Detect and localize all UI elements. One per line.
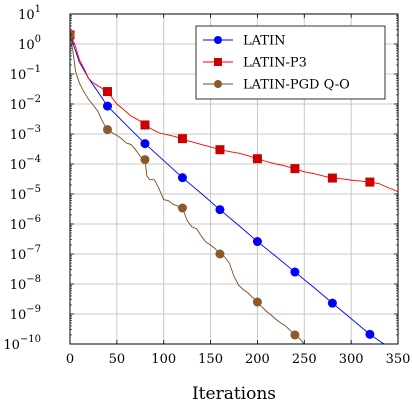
x-axis-title: Iterations: [192, 384, 276, 404]
legend-label: LATIN: [243, 34, 286, 49]
y-tick-labels: 10110010−110−210−310−410−510−610−710−810…: [3, 4, 41, 353]
plot-area: [70, 30, 398, 344]
legend-entry: LATIN-PGD Q-O: [203, 78, 350, 93]
legend-entry: LATIN-P3: [203, 56, 307, 71]
data-point: [215, 249, 225, 259]
y-tick-label: 100: [18, 34, 41, 53]
data-point: [215, 145, 225, 155]
x-tick-label: 150: [198, 352, 223, 367]
x-tick-labels: 0 50 100 150 200 250 300 350: [66, 352, 411, 367]
x-tick-label: 200: [245, 352, 270, 367]
y-tick-base: 10: [10, 98, 27, 113]
axis-ticks: [69, 13, 399, 345]
data-point: [177, 134, 187, 144]
x-tick-label: 0: [66, 352, 74, 367]
y-tick-label: 10−4: [10, 154, 41, 173]
y-tick-base: 10: [18, 8, 35, 23]
y-tick-exponent: −2: [26, 94, 41, 105]
x-tick-label: 250: [292, 352, 317, 367]
x-tick-label: 100: [151, 352, 176, 367]
data-point: [252, 154, 262, 164]
data-point: [70, 30, 75, 40]
legend-label: LATIN-P3: [243, 56, 307, 71]
data-point: [177, 203, 187, 213]
data-point: [102, 87, 112, 97]
data-point: [252, 237, 262, 247]
legend-marker: [214, 36, 222, 44]
y-tick-exponent: −6: [26, 214, 41, 225]
y-tick-label: 10−7: [10, 244, 41, 263]
data-point: [327, 298, 337, 308]
y-tick-exponent: −9: [26, 304, 41, 315]
y-tick-label: 10−1: [10, 64, 41, 83]
legend-label: LATIN-PGD Q-O: [243, 78, 350, 93]
y-tick-exponent: −8: [26, 274, 41, 285]
y-tick-base: 10: [10, 188, 27, 203]
y-tick-base: 10: [10, 248, 27, 263]
y-tick-label: 10−10: [3, 334, 41, 353]
x-tick-label: 300: [339, 352, 364, 367]
y-tick-exponent: 1: [35, 4, 41, 15]
x-tick-label: 350: [386, 352, 411, 367]
data-point: [365, 329, 375, 339]
series-latin-pgd-q-o: [70, 30, 305, 344]
legend-entry: LATIN: [203, 34, 286, 49]
legend-marker: [214, 58, 222, 66]
legend-marker: [214, 80, 222, 88]
data-point: [215, 205, 225, 215]
y-tick-label: 101: [18, 4, 41, 23]
y-tick-label: 10−5: [10, 184, 41, 203]
y-tick-exponent: −7: [26, 244, 41, 255]
y-tick-exponent: −3: [26, 124, 41, 135]
x-tick-label: 50: [109, 352, 126, 367]
plot-frame: [69, 13, 399, 345]
y-tick-base: 10: [10, 308, 27, 323]
data-point: [140, 120, 150, 130]
y-tick-exponent: 0: [35, 34, 41, 45]
legend-box: [195, 25, 386, 100]
y-tick-base: 10: [3, 338, 20, 353]
legend: LATIN LATIN-P3 LATIN-PGD Q-O: [195, 25, 386, 100]
data-point: [327, 173, 337, 183]
data-point: [102, 101, 112, 111]
y-tick-base: 10: [18, 38, 35, 53]
y-tick-base: 10: [10, 158, 27, 173]
data-point: [290, 164, 300, 174]
y-tick-base: 10: [10, 68, 27, 83]
y-tick-label: 10−8: [10, 274, 41, 293]
data-point: [177, 173, 187, 183]
y-tick-base: 10: [10, 278, 27, 293]
y-tick-exponent: −10: [20, 334, 41, 345]
y-tick-label: 10−9: [10, 304, 41, 323]
data-point: [252, 297, 262, 307]
data-point: [290, 330, 300, 340]
y-tick-exponent: −5: [26, 184, 41, 195]
series-latin-p3: [70, 30, 398, 193]
y-tick-label: 10−3: [10, 124, 41, 143]
y-tick-label: 10−6: [10, 214, 41, 233]
data-point: [290, 267, 300, 277]
data-point: [365, 177, 375, 187]
data-point: [140, 139, 150, 149]
y-tick-exponent: −4: [26, 154, 41, 165]
data-point: [102, 125, 112, 135]
y-tick-base: 10: [10, 128, 27, 143]
y-tick-base: 10: [10, 218, 27, 233]
y-tick-label: 10−2: [10, 94, 41, 113]
y-tick-exponent: −1: [26, 64, 41, 75]
data-point: [140, 155, 150, 165]
